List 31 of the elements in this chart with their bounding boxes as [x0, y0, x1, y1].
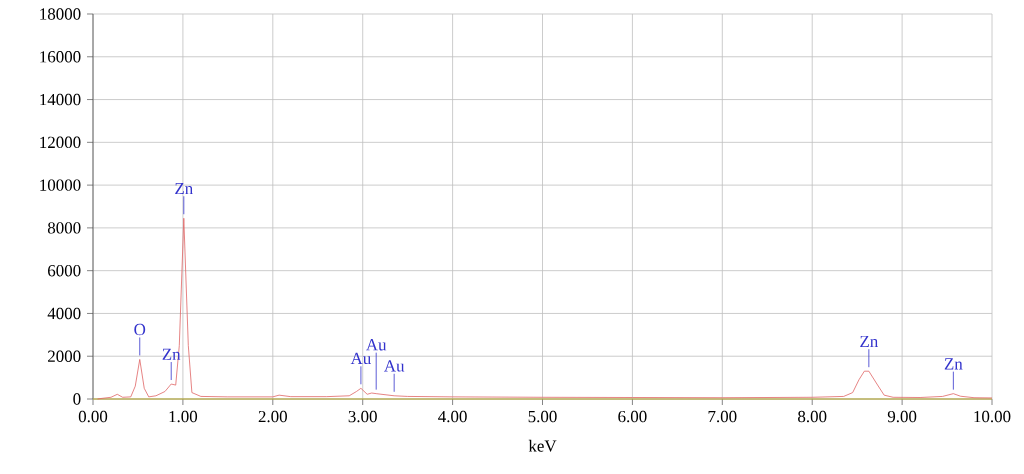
annotation: Zn	[175, 182, 193, 195]
x-tick-label: 2.00	[258, 410, 287, 423]
x-tick-label: 9.00	[887, 410, 917, 423]
x-tick-label: 4.00	[438, 410, 467, 423]
x-tick-label: 3.00	[348, 410, 377, 423]
y-tick-label: 6000	[48, 264, 81, 277]
x-tick-label: 10.00	[974, 410, 1011, 423]
y-tick-label: 0	[73, 393, 81, 405]
y-tick-label: 2000	[48, 350, 81, 362]
x-tick-label: 6.00	[618, 410, 647, 423]
annotation: Au	[383, 360, 405, 372]
y-tick-label: 8000	[47, 222, 81, 234]
y-tick-label: 18000	[40, 8, 81, 20]
y-tick-label: 10000	[40, 179, 81, 191]
x-axis-title: keV	[528, 439, 557, 452]
annotation: Zn	[162, 348, 181, 360]
x-tick-label: 0.00	[78, 410, 108, 423]
annotation: Zn	[944, 358, 963, 370]
y-tick-label: 16000	[40, 51, 81, 63]
x-tick-label: 7.00	[708, 410, 737, 423]
annotation: O	[134, 323, 146, 336]
line-series	[97, 217, 993, 400]
annotation: Zn	[860, 335, 879, 347]
x-tick-label: 5.00	[528, 410, 557, 423]
annotation: Au	[366, 339, 387, 351]
x-tick-label: 8.00	[798, 410, 827, 423]
y-tick-label: 14000	[40, 93, 81, 106]
y-tick-label: 4000	[47, 307, 81, 320]
annotation: Au	[350, 352, 371, 365]
y-tick-label: 12000	[40, 136, 81, 149]
x-tick-label: 1.00	[169, 410, 198, 423]
